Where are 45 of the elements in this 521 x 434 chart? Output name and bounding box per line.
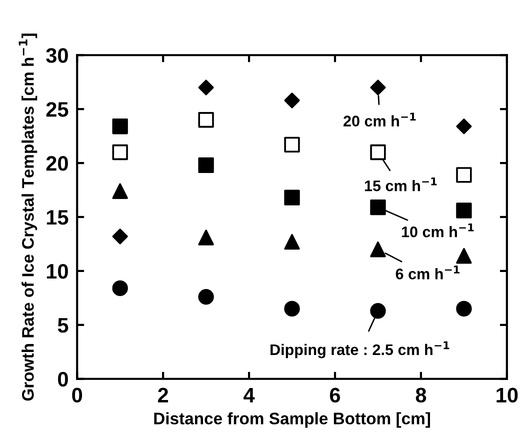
y-tick-label: 15 — [46, 210, 68, 225]
y-tick-label: 0 — [58, 372, 68, 387]
y-axis-title: Growth Rate of Ice Crystal Templates [cm h$^{−1}$] — [18, 34, 38, 401]
y-tick-label: 5 — [58, 318, 68, 333]
point — [284, 234, 300, 250]
y-tick-label: 30 — [46, 48, 68, 63]
point — [456, 118, 472, 134]
point — [112, 280, 128, 296]
legend-label: 20 cm h$^{−1}$ — [344, 112, 416, 126]
point — [456, 167, 472, 183]
point — [284, 300, 300, 317]
point — [456, 202, 472, 218]
legend-label: 15 cm h$^{−1}$ — [364, 177, 437, 192]
point — [284, 136, 300, 153]
point — [284, 190, 300, 206]
point — [370, 80, 386, 96]
point — [198, 80, 214, 96]
point — [456, 248, 472, 264]
x-tick-label: 4 — [244, 388, 255, 402]
x-tick-label: 8 — [416, 388, 426, 403]
point — [198, 112, 214, 128]
y-tick-label: 10 — [46, 264, 68, 279]
point — [112, 144, 128, 160]
point — [370, 144, 386, 160]
point — [112, 183, 128, 199]
point — [112, 118, 128, 134]
point — [198, 230, 214, 246]
x-tick-label: 2 — [158, 388, 168, 402]
point — [112, 228, 128, 244]
point — [198, 289, 214, 305]
point — [456, 300, 472, 317]
y-tick-label: 25 — [46, 102, 68, 117]
point — [370, 303, 386, 319]
x-tick-label: 10 — [496, 388, 518, 403]
x-axis-title: Distance from Sample Bottom [cm] — [154, 412, 430, 428]
point — [370, 242, 386, 258]
legend-label: 6 cm h$^{−1}$ — [396, 266, 460, 280]
point — [370, 199, 386, 216]
legend-label: Dipping rate : 2.5 cm h$^{−1}$ — [270, 341, 450, 358]
point — [198, 157, 214, 174]
x-tick-label: 0 — [72, 388, 82, 403]
y-tick-label: 20 — [46, 156, 68, 171]
x-tick-label: 6 — [330, 388, 340, 403]
legend-label: 10 cm h$^{−1}$ — [402, 223, 474, 238]
point — [284, 92, 300, 108]
